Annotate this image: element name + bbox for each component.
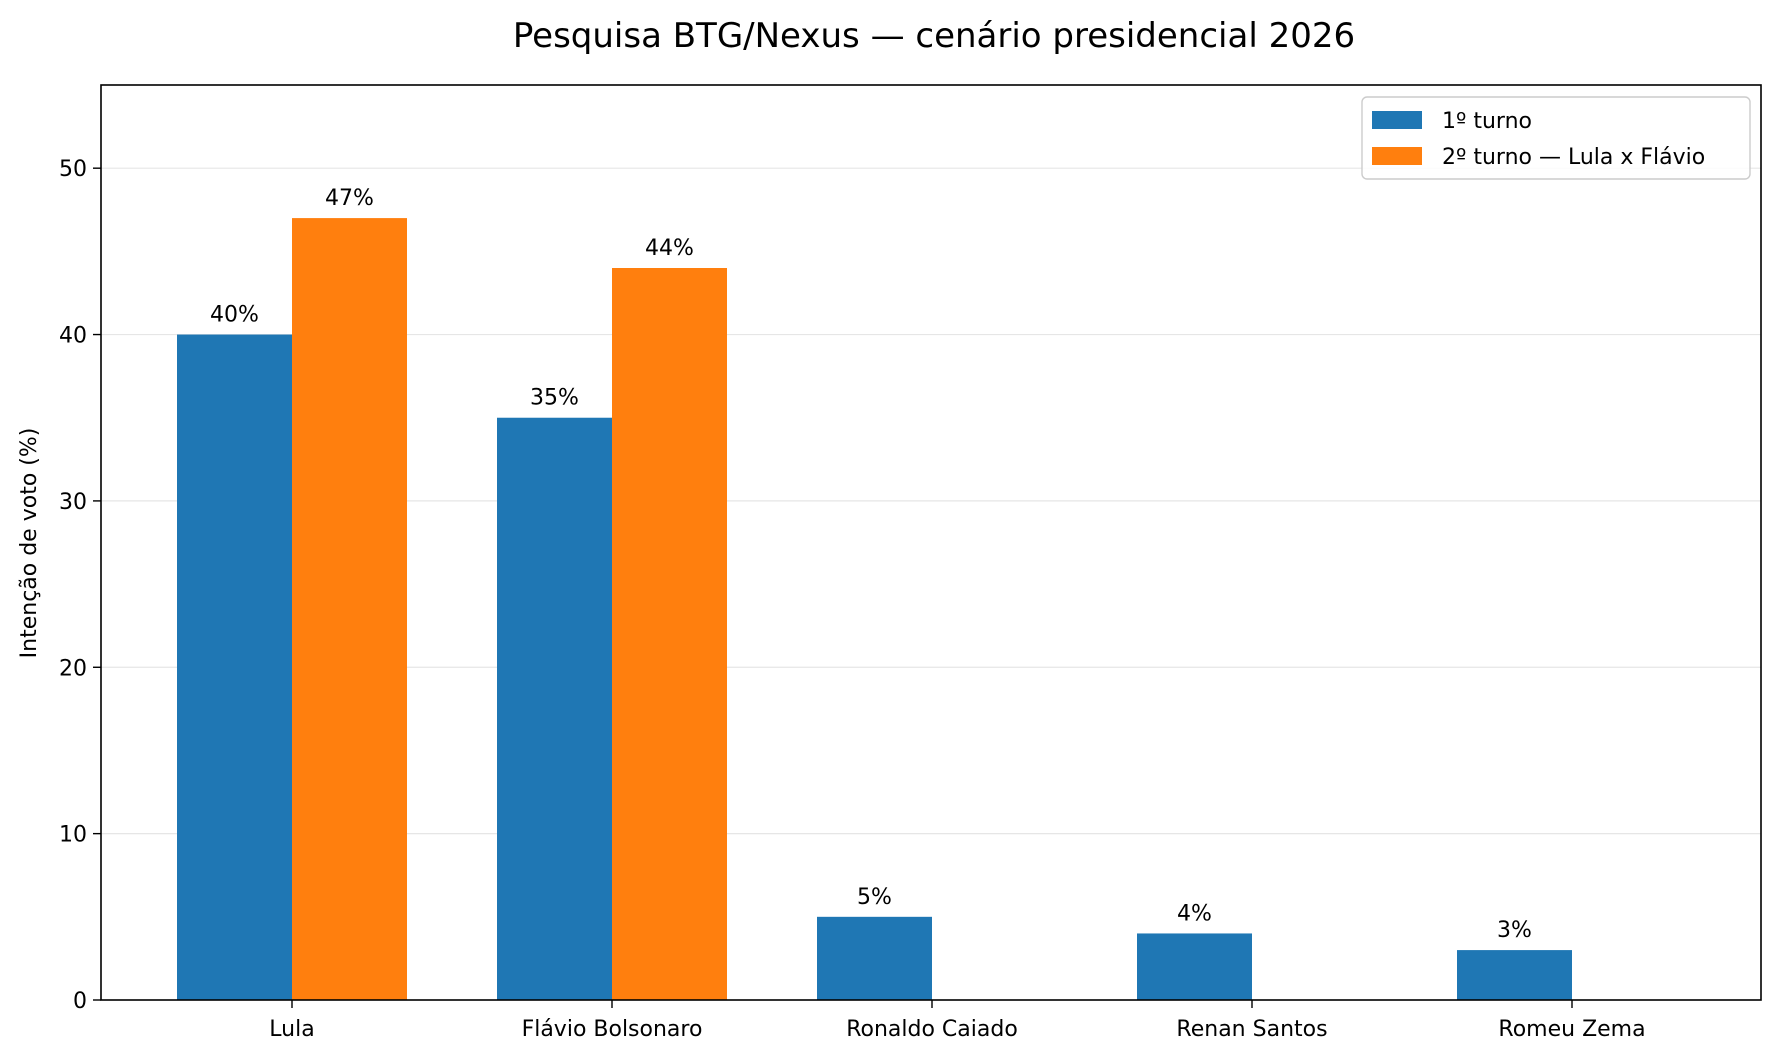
x-tick-label: Ronaldo Caiado [846, 1017, 1018, 1042]
data-label: 3% [1497, 918, 1532, 943]
data-label: 47% [325, 186, 374, 211]
data-label: 35% [530, 386, 579, 411]
x-tick-label: Flávio Bolsonaro [522, 1017, 703, 1042]
data-label: 44% [645, 236, 694, 261]
bar-first-round [497, 417, 612, 1000]
y-tick-label: 30 [59, 490, 87, 515]
legend-swatch [1372, 147, 1422, 165]
legend: 1º turno 2º turno — Lula x Flávio [1361, 96, 1751, 180]
y-axis-label: Intenção de voto (%) [17, 428, 42, 659]
data-label: 5% [857, 885, 892, 910]
legend-swatch [1372, 111, 1422, 129]
y-tick-label: 0 [73, 989, 87, 1014]
y-tick-label: 50 [59, 157, 87, 182]
bar-second-round [292, 218, 407, 1000]
bars [177, 218, 1572, 1001]
bar-first-round [817, 916, 932, 1000]
x-tick-label: Renan Santos [1176, 1017, 1327, 1042]
bar-first-round [177, 334, 292, 1001]
plot-frame [100, 84, 1762, 1001]
legend-entry: 1º turno [1442, 109, 1532, 134]
y-tick-label: 20 [59, 656, 87, 681]
legend-entry: 2º turno — Lula x Flávio [1442, 145, 1705, 170]
bar-first-round [1457, 950, 1572, 1000]
bar-first-round [1137, 933, 1252, 1000]
y-tick-label: 10 [59, 823, 87, 848]
x-tick-label: Romeu Zema [1498, 1017, 1645, 1042]
bar-second-round [612, 268, 727, 1000]
x-tick-label: Lula [269, 1017, 314, 1042]
y-axis: 0 10 20 30 40 50 [59, 157, 101, 1014]
data-label: 40% [210, 303, 259, 328]
chart-title: Pesquisa BTG/Nexus — cenário presidencia… [513, 16, 1355, 56]
x-axis: Lula Flávio Bolsonaro Ronaldo Caiado Renan … [269, 1000, 1646, 1042]
data-label: 4% [1177, 901, 1212, 926]
y-tick-label: 40 [59, 324, 87, 349]
legend-box [1361, 96, 1751, 180]
data-labels: 40% 47% 35% 44% 5% 4% 3% [210, 186, 1532, 943]
